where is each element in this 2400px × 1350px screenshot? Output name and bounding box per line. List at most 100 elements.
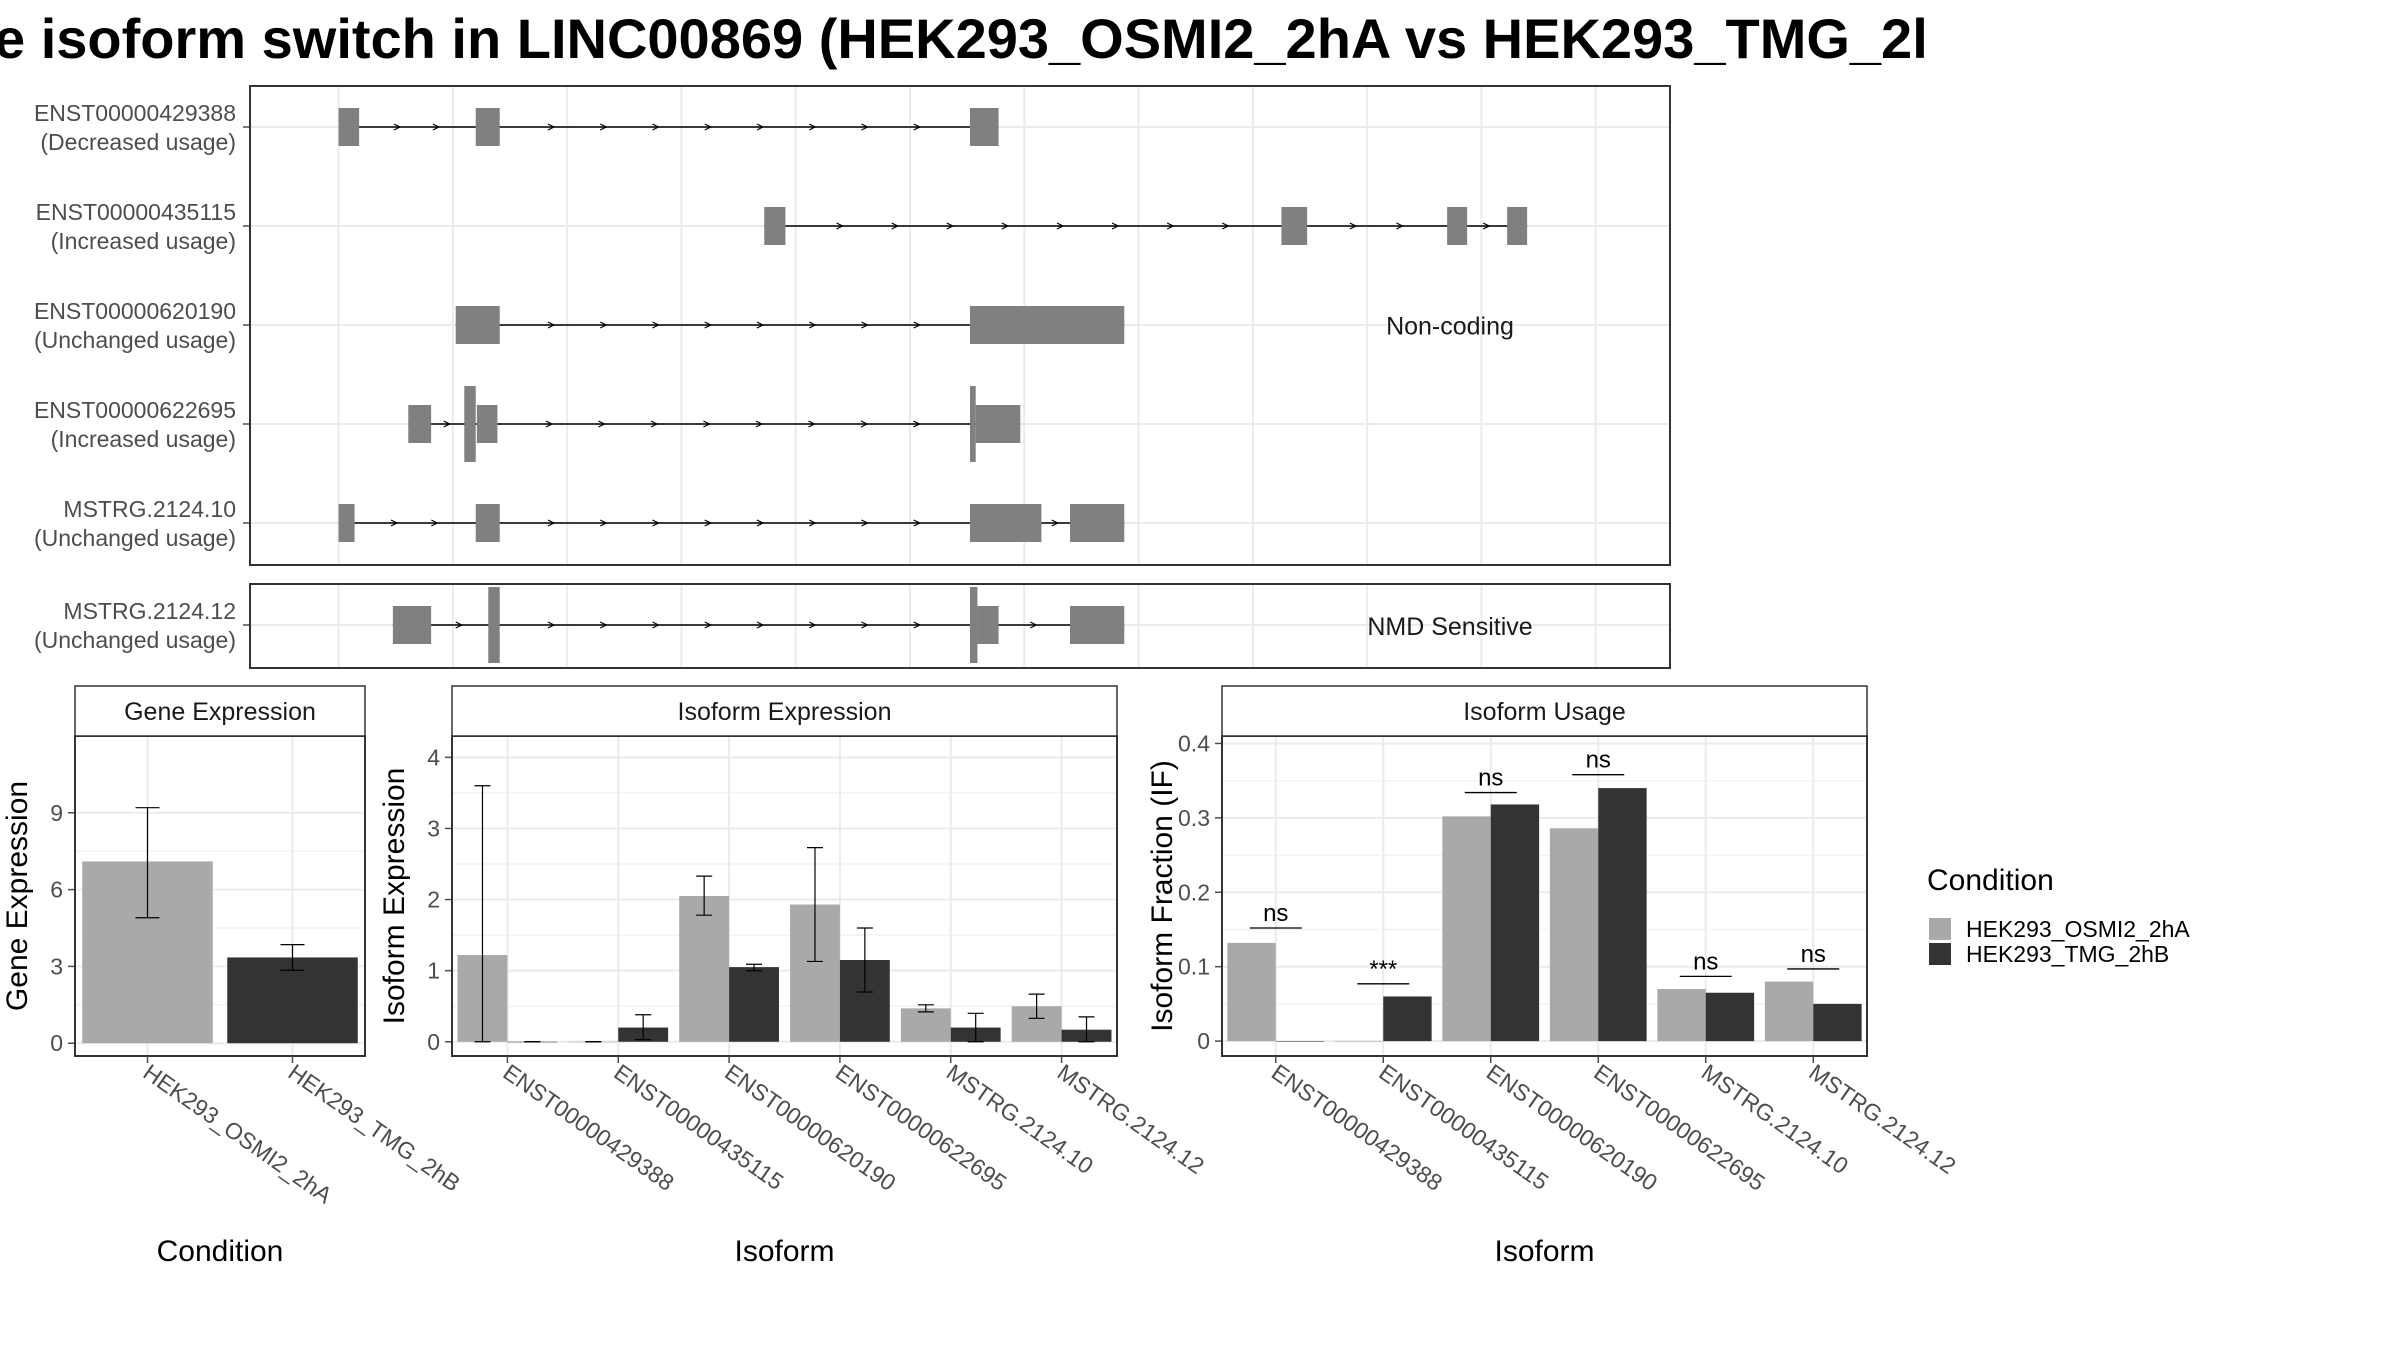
- bar: [679, 896, 730, 1042]
- exon: [1070, 504, 1125, 542]
- facet-strip: [1221, 685, 1868, 737]
- y-tick-label: 1: [427, 958, 440, 984]
- transcript-id-label: ENST00000429388: [34, 100, 236, 126]
- exon: [392, 606, 432, 644]
- y-tick-label: 6: [50, 877, 63, 903]
- y-tick-label: 3: [427, 815, 440, 841]
- transcript-id-label: ENST00000435115: [36, 199, 236, 225]
- exon: [475, 108, 500, 146]
- direction-arrow: [1396, 222, 1404, 230]
- direction-arrow: [891, 222, 899, 230]
- direction-arrow: [432, 123, 441, 131]
- y-tick-label: 4: [427, 744, 440, 770]
- y-tick-label: 0.3: [1178, 805, 1210, 831]
- direction-arrow: [861, 621, 869, 629]
- bar: [1275, 1041, 1325, 1042]
- direction-arrow: [1056, 222, 1065, 230]
- exon: [970, 306, 1125, 344]
- direction-arrow: [703, 420, 711, 428]
- direction-arrow: [599, 321, 608, 329]
- facet-strip: [451, 685, 1118, 737]
- chart-title: Isoform Expression: [678, 698, 892, 726]
- direction-arrow: [756, 621, 765, 629]
- y-axis-label: Gene Expression: [1, 781, 34, 1011]
- direction-arrow: [704, 519, 713, 527]
- direction-arrow: [860, 420, 869, 428]
- significance-label: ns: [1263, 900, 1288, 927]
- exon: [475, 504, 500, 542]
- direction-arrow: [808, 123, 817, 131]
- direction-arrow: [443, 420, 452, 428]
- direction-arrow: [1349, 222, 1358, 230]
- transcript-usage-label: (Decreased usage): [40, 129, 236, 155]
- transcript-usage-label: (Unchanged usage): [34, 525, 236, 551]
- significance-label: ns: [1586, 747, 1611, 774]
- exon: [476, 405, 498, 443]
- y-tick-label: 0: [1197, 1028, 1210, 1054]
- y-tick-label: 9: [50, 800, 63, 826]
- exon: [970, 386, 976, 462]
- direction-arrow: [598, 420, 606, 428]
- legend-swatch: [1929, 918, 1951, 940]
- y-axis-label: Isoform Fraction (IF): [1146, 760, 1179, 1032]
- transcript-id-label: ENST00000622695: [34, 397, 236, 423]
- transcript-id-label: MSTRG.2124.12: [63, 598, 236, 624]
- direction-arrow: [393, 123, 402, 131]
- exon: [408, 405, 432, 443]
- x-axis-label: Isoform: [1494, 1235, 1594, 1268]
- direction-arrow: [545, 420, 554, 428]
- direction-arrow: [808, 519, 817, 527]
- plot-area: [452, 736, 1117, 1056]
- direction-arrow: [756, 123, 765, 131]
- exon: [970, 108, 999, 146]
- exon: [977, 606, 999, 644]
- direction-arrow: [913, 519, 922, 527]
- bar: [1490, 804, 1540, 1042]
- y-tick-label: 0.4: [1178, 730, 1210, 756]
- exon: [455, 306, 500, 344]
- transcript-usage-label: (Unchanged usage): [34, 327, 236, 353]
- facet-strip-label: Non-coding: [1386, 313, 1514, 341]
- y-tick-label: 3: [50, 953, 63, 979]
- direction-arrow: [431, 519, 439, 527]
- direction-arrow: [1166, 222, 1175, 230]
- legend-swatch: [1929, 943, 1951, 965]
- exon: [488, 587, 500, 663]
- exon: [975, 405, 1021, 443]
- y-axis-label: Isoform Expression: [378, 768, 411, 1025]
- direction-arrow: [913, 321, 922, 329]
- direction-arrow: [861, 519, 869, 527]
- figure-title: e isoform switch in LINC00869 (HEK293_OS…: [0, 7, 1928, 70]
- direction-arrow: [547, 621, 556, 629]
- direction-arrow: [756, 321, 765, 329]
- bar: [729, 967, 779, 1042]
- plot-area: [1222, 736, 1867, 1056]
- direction-arrow: [913, 621, 922, 629]
- exon: [1070, 606, 1125, 644]
- direction-arrow: [652, 621, 660, 629]
- direction-arrow: [913, 420, 921, 428]
- direction-arrow: [808, 621, 817, 629]
- direction-arrow: [913, 123, 922, 131]
- bar: [227, 957, 358, 1044]
- x-axis-label: Condition: [157, 1235, 284, 1268]
- significance-label: ***: [1369, 956, 1397, 983]
- exon: [970, 504, 1042, 542]
- bar: [1227, 942, 1276, 1042]
- direction-arrow: [599, 519, 608, 527]
- transcript-id-label: ENST00000620190: [34, 298, 236, 324]
- direction-arrow: [390, 519, 399, 527]
- legend-title: Condition: [1927, 864, 2054, 897]
- transcript-usage-label: (Unchanged usage): [34, 627, 236, 653]
- legend-item-label: HEK293_OSMI2_2hA: [1966, 916, 2190, 942]
- direction-arrow: [756, 519, 765, 527]
- structure-panel-border: [249, 85, 1671, 566]
- exon: [1281, 207, 1308, 245]
- direction-arrow: [861, 321, 869, 329]
- exon: [1447, 207, 1468, 245]
- direction-arrow: [1051, 519, 1060, 527]
- chart-title: Isoform Usage: [1463, 698, 1626, 726]
- direction-arrow: [547, 123, 556, 131]
